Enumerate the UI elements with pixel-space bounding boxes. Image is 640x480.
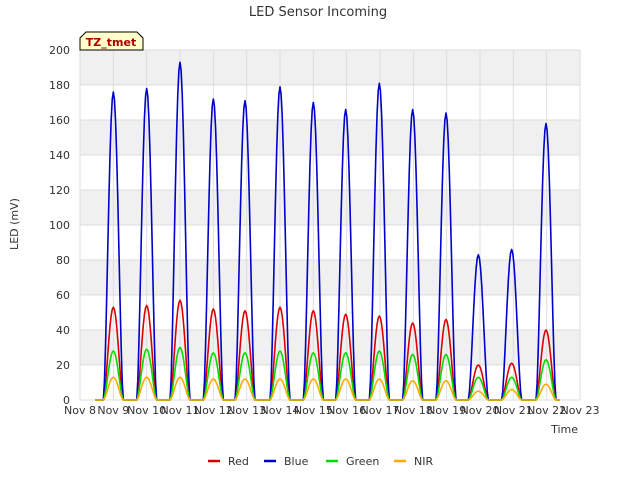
tz-badge: TZ_tmet: [79, 31, 144, 51]
series-line-nir: [95, 376, 560, 401]
x-tick-label: Nov 23: [561, 404, 600, 417]
x-tick-label: Nov 19: [427, 404, 466, 417]
legend-label-green: Green: [346, 455, 379, 468]
x-axis-label: Time: [550, 423, 578, 436]
y-tick-label: 40: [56, 324, 70, 337]
y-tick-label: 100: [49, 219, 70, 232]
plot-band: [80, 190, 580, 225]
y-tick-label: 200: [49, 44, 70, 57]
y-axis-label: LED (mV): [8, 198, 21, 250]
x-tick-label: Nov 10: [127, 404, 166, 417]
x-tick-label: Nov 21: [494, 404, 533, 417]
x-tick-label: Nov 13: [227, 404, 266, 417]
x-tick-label: Nov 8: [64, 404, 96, 417]
y-tick-label: 80: [56, 254, 70, 267]
y-tick-label: 180: [49, 79, 70, 92]
x-tick-label: Nov 16: [327, 404, 366, 417]
x-tick-label: Nov 9: [97, 404, 129, 417]
y-tick-label: 140: [49, 149, 70, 162]
tz-badge-box: [79, 31, 144, 51]
legend-label-nir: NIR: [414, 455, 433, 468]
tz-badge-label: TZ_tmet: [86, 36, 136, 49]
x-tick-label: Nov 15: [294, 404, 333, 417]
x-tick-label: Nov 17: [361, 404, 400, 417]
legend-label-red: Red: [228, 455, 249, 468]
y-tick-label: 160: [49, 114, 70, 127]
x-tick-label: Nov 18: [394, 404, 433, 417]
plot-band: [80, 260, 580, 295]
chart-title: LED Sensor Incoming: [249, 5, 387, 20]
plot-band: [80, 120, 580, 155]
legend: Red Blue Green NIR: [208, 455, 433, 468]
series-layer: [95, 61, 560, 401]
y-tick-label: 20: [56, 359, 70, 372]
legend-label-blue: Blue: [284, 455, 309, 468]
x-tick-label: Nov 20: [461, 404, 500, 417]
x-tick-label: Nov 14: [261, 404, 300, 417]
x-tick-label: Nov 11: [161, 404, 200, 417]
x-tick-label: Nov 22: [527, 404, 566, 417]
y-tick-label: 0: [63, 394, 70, 407]
y-tick-label: 60: [56, 289, 70, 302]
plot-band: [80, 50, 580, 85]
y-axis-ticks: 0 20 40 60 80 100 120 140 160 180 200: [49, 44, 70, 407]
x-tick-label: Nov 12: [194, 404, 233, 417]
y-tick-label: 120: [49, 184, 70, 197]
plot-band: [80, 330, 580, 365]
